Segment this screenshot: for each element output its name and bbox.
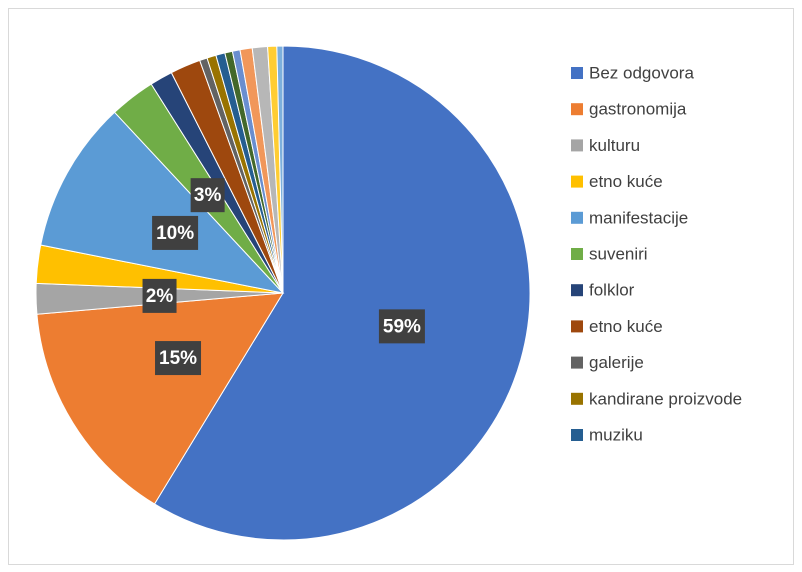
- legend-label: kandirane proizvode: [589, 389, 742, 408]
- data-label: 15%: [159, 348, 197, 369]
- legend-label: etno kuće: [589, 317, 663, 336]
- legend-swatch: [571, 211, 583, 224]
- legend-swatch: [571, 429, 583, 441]
- legend-swatch: [571, 284, 583, 297]
- data-label-box: [378, 309, 425, 344]
- data-label: 10%: [156, 223, 194, 244]
- data-label-box: [190, 178, 225, 213]
- legend-label: muziku: [589, 425, 643, 444]
- legend-label: galerije: [589, 353, 644, 372]
- pie-slice: [276, 45, 284, 294]
- legend-label: etno kuće: [589, 172, 663, 191]
- legend-swatch: [571, 103, 583, 116]
- legend-swatch: [571, 175, 583, 188]
- pie-slice: [36, 292, 284, 505]
- legend-label: suveniri: [589, 244, 648, 263]
- data-label-box: [155, 341, 202, 376]
- data-label: 3%: [194, 185, 222, 206]
- data-label-box: [152, 215, 199, 250]
- legend-swatch: [571, 320, 583, 333]
- data-label: 2%: [146, 286, 174, 307]
- legend-swatch: [571, 392, 583, 405]
- legend-label: kulturu: [589, 136, 640, 155]
- data-label: 59%: [383, 316, 421, 337]
- legend-label: manifestacije: [589, 208, 688, 227]
- pie-slice: [40, 111, 285, 294]
- legend-swatch: [571, 67, 583, 79]
- legend-label: gastronomija: [589, 100, 687, 119]
- legend-swatch: [571, 248, 583, 260]
- legend-label: folklor: [589, 281, 635, 300]
- pie-slice: [153, 45, 531, 541]
- data-label-box: [142, 278, 177, 313]
- legend-swatch: [571, 356, 583, 369]
- legend-label: Bez odgovora: [589, 63, 694, 82]
- legend-swatch: [571, 139, 583, 152]
